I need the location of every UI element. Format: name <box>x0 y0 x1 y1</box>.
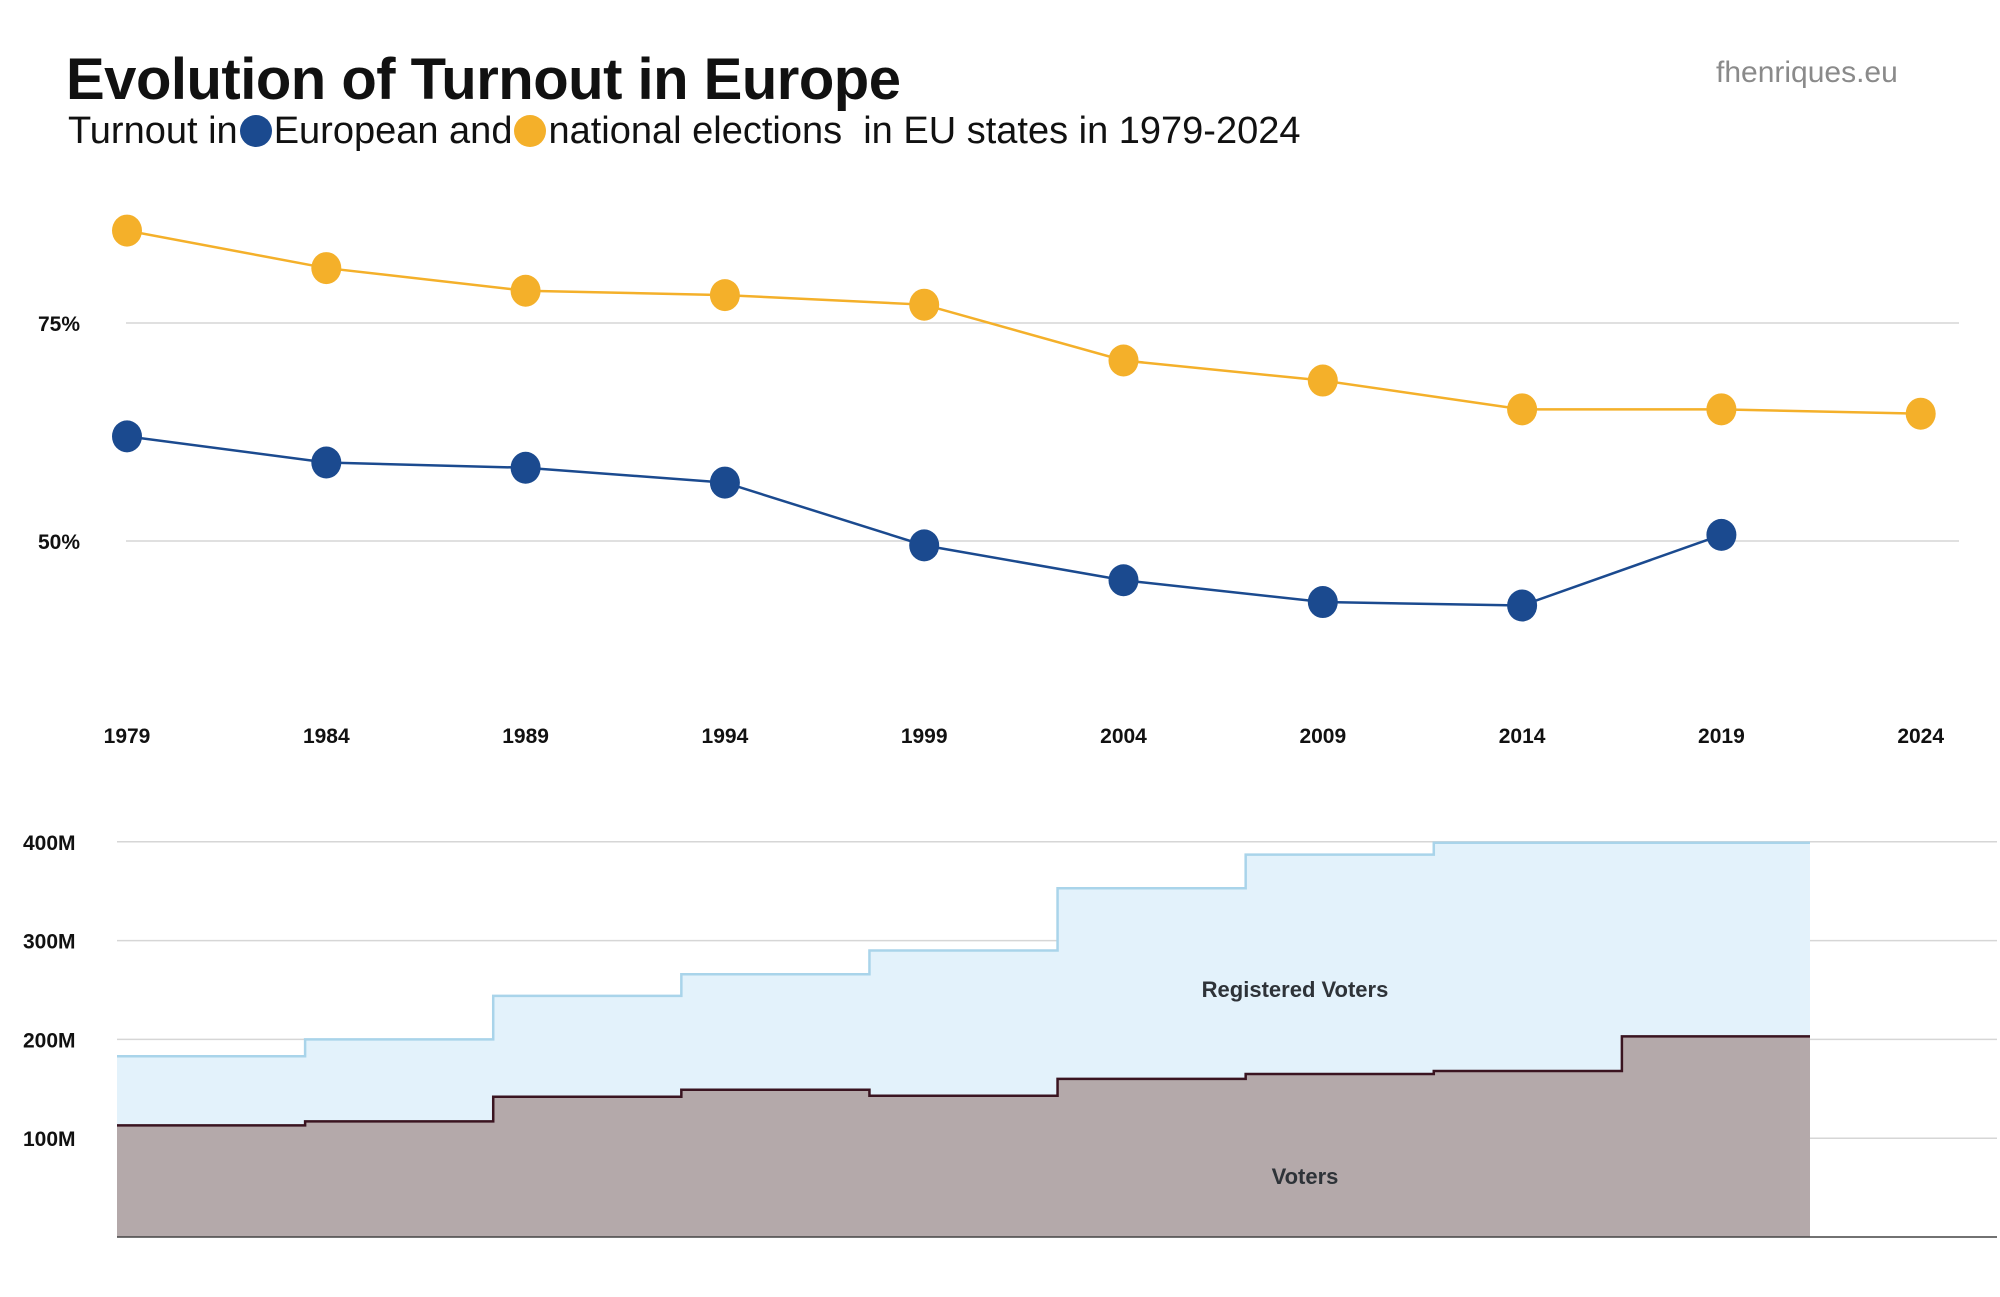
data-point <box>1905 397 1936 430</box>
x-tick-label: 1994 <box>702 725 749 748</box>
data-point <box>510 274 541 307</box>
data-point <box>909 288 940 321</box>
data-point <box>1108 564 1139 597</box>
data-point <box>510 451 541 484</box>
chart-title: Evolution of Turnout in Europe <box>66 47 901 112</box>
european-legend-dot <box>239 115 272 147</box>
x-tick-label: 2009 <box>1299 725 1346 748</box>
data-point <box>1706 393 1737 426</box>
registered-voters-line <box>117 841 1810 1058</box>
voters-area <box>117 1036 1810 1237</box>
legend-european: European and <box>273 110 513 152</box>
data-point <box>709 279 740 312</box>
y-tick-label: 200M <box>23 1029 76 1052</box>
x-tick-label: 1989 <box>502 725 549 748</box>
series-line <box>126 229 1921 415</box>
national-legend-dot <box>514 115 547 147</box>
area-label-voters: Voters <box>1272 1164 1339 1189</box>
data-point <box>112 214 142 247</box>
data-point <box>112 420 142 453</box>
x-tick-label: 2024 <box>1897 725 1944 748</box>
data-point <box>1706 518 1737 551</box>
area-label-registered: Registered Voters <box>1202 977 1389 1002</box>
y-tick-label: 50% <box>38 531 80 554</box>
y-tick-label: 300M <box>23 931 76 954</box>
x-tick-label: 2014 <box>1499 725 1546 748</box>
x-tick-label: 2019 <box>1698 725 1745 748</box>
voters-line <box>117 1035 1810 1127</box>
x-tick-label: 1999 <box>901 725 948 748</box>
data-point <box>1108 344 1139 377</box>
data-point <box>311 252 342 285</box>
x-tick-label: 2004 <box>1100 725 1147 748</box>
y-tick-label: 100M <box>23 1128 76 1151</box>
data-point <box>1307 586 1338 619</box>
data-point <box>1507 589 1538 622</box>
legend-national: national elections in EU states in 1979-… <box>548 110 1301 152</box>
chart-subtitle: Turnout in European and national elections… <box>68 110 1301 153</box>
x-tick-label: 1979 <box>104 725 151 748</box>
series-line <box>126 435 1722 607</box>
subtitle-prefix: Turnout in <box>68 110 238 152</box>
x-tick-label: 1984 <box>303 725 350 748</box>
data-point <box>709 466 740 499</box>
data-point <box>1307 364 1338 397</box>
y-tick-label: 400M <box>23 832 76 855</box>
data-point <box>909 529 940 562</box>
data-point <box>311 446 342 479</box>
y-tick-label: 75% <box>38 313 80 336</box>
source-credit: fhenriques.eu <box>1716 56 1898 89</box>
data-point <box>1507 393 1538 426</box>
